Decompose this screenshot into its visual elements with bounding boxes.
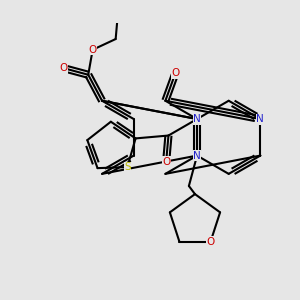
Text: N: N	[193, 151, 201, 160]
Text: O: O	[162, 157, 170, 167]
Text: N: N	[256, 114, 264, 124]
Text: O: O	[171, 68, 180, 78]
Text: O: O	[60, 63, 68, 73]
Text: O: O	[206, 237, 214, 247]
Text: N: N	[193, 114, 201, 124]
Text: S: S	[124, 162, 131, 172]
Text: O: O	[88, 45, 97, 55]
